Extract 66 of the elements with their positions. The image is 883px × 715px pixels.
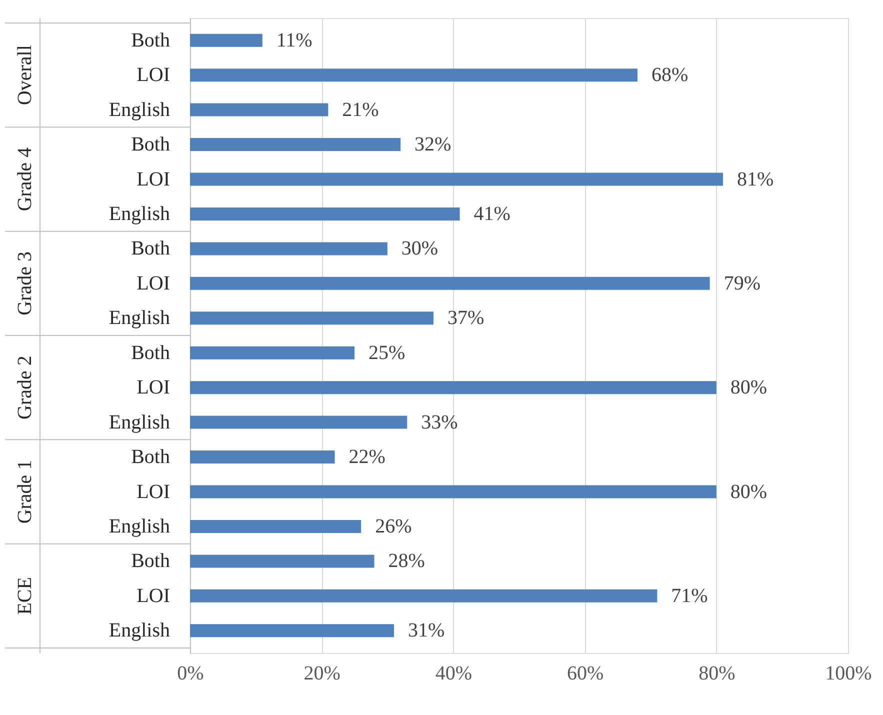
data-label: 25%	[368, 342, 406, 364]
bar	[190, 381, 716, 394]
y-tick-label: Both	[131, 134, 170, 156]
bar	[190, 450, 335, 464]
data-label: 28%	[388, 550, 425, 572]
bar	[190, 34, 262, 47]
data-label: 26%	[375, 515, 412, 538]
bar	[190, 520, 362, 533]
data-label: 68%	[651, 64, 688, 86]
data-label: 80%	[730, 480, 768, 503]
bar	[190, 68, 638, 82]
data-label: 81%	[736, 168, 774, 190]
bar	[190, 485, 716, 498]
bar	[190, 554, 374, 568]
x-tick-label: 60%	[566, 662, 604, 684]
text: Grade 3	[14, 251, 36, 316]
bar	[190, 416, 408, 429]
text: Overall	[14, 44, 36, 106]
data-label: 33%	[421, 411, 458, 434]
text: ECE	[14, 577, 36, 615]
y-tick-label: English	[108, 202, 170, 225]
x-tick-label: 100%	[825, 662, 872, 684]
bar	[190, 172, 723, 186]
data-label: 37%	[447, 307, 484, 330]
data-label: 22%	[348, 446, 386, 468]
y-tick-label: LOI	[136, 272, 170, 294]
y-tick-label: LOI	[136, 64, 170, 86]
text: Grade 2	[14, 356, 36, 420]
y-tick-label: LOI	[136, 480, 170, 503]
y-tick-label: English	[108, 307, 170, 330]
bar	[190, 207, 460, 220]
data-label: 11%	[276, 29, 312, 52]
x-tick-label: 40%	[435, 662, 472, 684]
y-tick-label: English	[108, 98, 170, 121]
data-label: 31%	[408, 620, 445, 642]
bar	[190, 138, 401, 152]
y-tick-label: Both	[131, 550, 170, 572]
x-tick-label: 80%	[698, 662, 736, 684]
data-label: 32%	[414, 134, 452, 156]
y-tick-label: Both	[131, 29, 170, 52]
bar	[190, 103, 328, 116]
text: Grade 4	[14, 147, 36, 212]
y-tick-label: LOI	[136, 168, 170, 190]
y-tick-label: English	[108, 620, 170, 642]
text: Grade 1	[14, 460, 36, 524]
bar	[190, 276, 710, 290]
data-label: 80%	[730, 376, 768, 399]
data-label: 41%	[474, 202, 510, 225]
bar	[190, 346, 354, 360]
y-tick-label: LOI	[136, 584, 170, 607]
data-label: 71%	[671, 584, 708, 607]
y-tick-label: Both	[131, 342, 170, 364]
y-tick-label: LOI	[136, 376, 170, 399]
bar	[190, 242, 388, 256]
data-label: 30%	[401, 238, 438, 260]
x-tick-label: 0%	[177, 662, 204, 684]
bar	[190, 312, 434, 325]
y-tick-label: English	[108, 515, 170, 538]
bar	[190, 624, 394, 638]
data-label: 79%	[724, 272, 760, 294]
data-label: 21%	[342, 98, 379, 121]
y-tick-label: Both	[131, 238, 170, 260]
y-tick-label: Both	[131, 446, 170, 468]
y-tick-label: English	[108, 411, 170, 434]
x-tick-label: 20%	[304, 662, 340, 684]
bar	[190, 589, 658, 602]
